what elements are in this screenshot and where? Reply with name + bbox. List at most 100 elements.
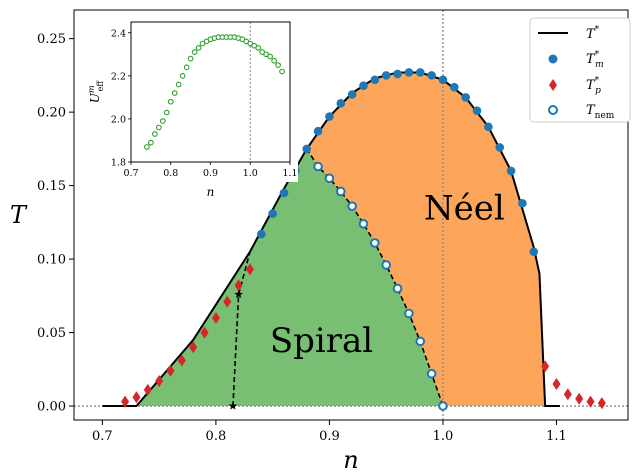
- x-tick-label: 1.0: [433, 429, 454, 444]
- point-tm: [472, 106, 482, 115]
- y-tick-label: 0.10: [37, 253, 66, 268]
- region-neel: [306, 72, 546, 407]
- point-tm: [438, 75, 448, 85]
- point-tm: [257, 229, 266, 239]
- point-tm: [302, 144, 312, 154]
- point-tp: [597, 397, 606, 410]
- inset-point: [148, 139, 154, 146]
- x-axis-label: n: [343, 446, 358, 474]
- inset-y-tick-label: 2.0: [111, 114, 126, 125]
- inset-x-tick-label: 1.1: [282, 168, 297, 179]
- inset-point: [187, 55, 194, 62]
- inset-point: [159, 118, 166, 124]
- inset-point: [179, 72, 186, 79]
- inset-point: [175, 81, 182, 88]
- point-tp: [586, 395, 595, 408]
- point-tp: [552, 377, 561, 390]
- inset-point: [255, 44, 262, 51]
- inset-y-tick-label: 2.2: [111, 71, 126, 82]
- point-tp: [143, 383, 152, 396]
- inset-y-tick-label: 2.4: [111, 28, 126, 39]
- point-tm: [279, 188, 289, 198]
- region-label-spiral: Spiral: [270, 321, 373, 361]
- main-plot: 0.7 0.8 0.9 1.0 1.10.000.050.100.150.200.25 …: [10, 9, 629, 474]
- legend-marker-tp: [549, 79, 557, 91]
- axis-ticks: 0.7 0.8 0.9 1.0 1.1 0.00 0.05 0.10 0.15 0.20 0.25: [37, 32, 567, 444]
- inset-point: [167, 98, 174, 105]
- point-tp: [189, 341, 198, 354]
- point-tnem: [404, 308, 414, 319]
- point-tm: [415, 68, 425, 77]
- inset-x-tick-label: 0.9: [203, 168, 218, 179]
- inset-point: [171, 90, 178, 96]
- point-tm: [518, 198, 527, 208]
- inset-point: [275, 62, 281, 68]
- point-tp: [575, 392, 584, 405]
- inset-x-tick-label: 0.8: [163, 168, 178, 179]
- point-tnem: [381, 260, 391, 270]
- point-tp: [234, 279, 243, 292]
- inset-plot: 0.7 0.8 0.9 1.0 1.1 1.8 2.0 2.2 2.4 n Umeff: [87, 17, 298, 199]
- legend-label-tp: T* p: [586, 76, 601, 96]
- y-tick-label: 0.15: [37, 179, 66, 194]
- legend-marker-tnem: [548, 105, 558, 115]
- legend-box: [529, 17, 631, 123]
- inset-point: [267, 53, 273, 60]
- y-tick-label: 0.00: [37, 400, 66, 415]
- y-tick-label: 0.20: [37, 106, 66, 121]
- inset-axis-ticks: 0.7 0.8 0.9 1.0 1.1 1.8 2.0 2.2 2.4: [111, 28, 298, 179]
- point-tnem: [426, 368, 437, 379]
- point-tm: [495, 143, 505, 152]
- y-tick-label: 0.05: [37, 326, 66, 341]
- inset-point: [163, 109, 170, 116]
- legend: T* T* m T* p Tnem: [529, 17, 631, 123]
- point-tm: [484, 122, 493, 132]
- x-tick-label: 1.1: [546, 429, 567, 444]
- point-tp: [166, 364, 175, 377]
- point-tm: [268, 209, 277, 218]
- inset-point: [195, 44, 202, 51]
- point-tm: [381, 71, 391, 80]
- point-tm: [461, 93, 470, 102]
- point-tp: [177, 354, 186, 367]
- inset-y-tick-label: 1.8: [111, 158, 126, 169]
- legend-marker-tm: [548, 54, 558, 64]
- point-tp: [245, 263, 254, 276]
- point-tm: [313, 126, 323, 136]
- region-label-neel: Néel: [424, 189, 505, 229]
- point-tnem: [313, 161, 323, 172]
- inset-x-tick-label: 1.0: [243, 168, 258, 179]
- point-spiral-boundary: [228, 401, 238, 410]
- point-tnem: [358, 219, 369, 229]
- point-tnem: [335, 186, 346, 197]
- point-tp: [132, 391, 141, 404]
- point-tp: [200, 326, 209, 339]
- inset-point: [191, 49, 198, 56]
- plot-frame: [73, 9, 629, 421]
- inset-point: [155, 124, 162, 131]
- point-tnem: [347, 201, 357, 211]
- point-tp: [563, 388, 572, 401]
- point-tnem: [370, 238, 380, 248]
- point-tm: [450, 82, 459, 92]
- inset-point: [144, 144, 150, 150]
- point-tm: [393, 69, 402, 79]
- point-tp: [223, 295, 232, 308]
- data-points: [121, 68, 606, 411]
- inset-point: [152, 131, 158, 137]
- point-tm: [529, 247, 539, 257]
- x-tick-label: 0.7: [92, 429, 113, 444]
- region-spiral: [136, 148, 443, 407]
- point-tm: [404, 68, 414, 77]
- y-tick-label: 0.25: [37, 32, 66, 47]
- point-tm: [347, 90, 357, 99]
- point-tp: [121, 395, 130, 408]
- inset-data-points: [144, 34, 285, 150]
- inset-y-axis-label: Umeff: [87, 80, 105, 103]
- point-tm: [325, 112, 334, 121]
- point-tnem: [392, 283, 403, 294]
- inset-point: [271, 57, 277, 64]
- point-tnem: [324, 173, 335, 184]
- point-tm: [506, 166, 516, 176]
